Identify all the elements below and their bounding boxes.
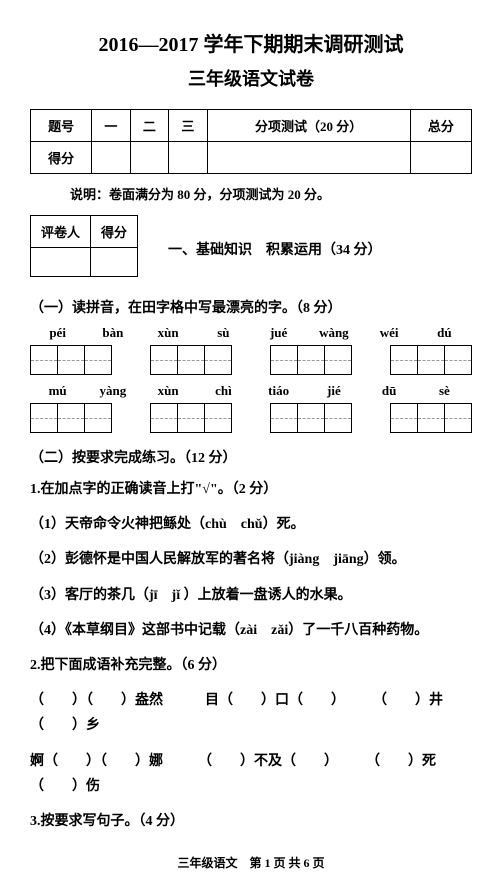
tian-box [270,345,352,375]
tian-row-2 [30,403,472,433]
py: jué [251,325,306,341]
cell [169,142,207,174]
cell [91,248,138,277]
py: dū [362,383,417,399]
i2-3: 3.按要求写句子。（4 分） [30,809,472,834]
grader-c2: 得分 [91,216,138,248]
py: yàng [85,383,140,399]
i2-1d: （4）《本草纲目》这部书中记载（zài zǎi）了一千八百种药物。 [30,618,472,643]
cell [130,142,168,174]
py: wéi [362,325,417,341]
i2-2a: （ ）（ ）盎然 目（ ）口（ ） （ ）井（ ）乡 [30,688,472,738]
page-footer: 三年级语文 第 1 页 共 6 页 [30,854,472,871]
py: sè [417,383,472,399]
py: jié [306,383,361,399]
main-title: 2016—2017 学年下期期末调研测试 [30,28,472,57]
grader-c1: 评卷人 [31,216,91,248]
py: sù [196,325,251,341]
q2: （二）按要求完成练习。（12 分） [30,447,472,467]
pinyin-row-2: mú yàng xùn chì tiáo jié dū sè [30,383,472,399]
row2-label: 得分 [31,142,92,174]
i2-1a: （1）天帝命令火神把鲧处（chù chǔ）死。 [30,512,472,537]
th-3: 三 [169,110,207,142]
tian-box [30,345,112,375]
cell [410,142,471,174]
th-2: 二 [130,110,168,142]
th-5: 总分 [410,110,471,142]
th-1: 一 [92,110,130,142]
cell [31,248,91,277]
py: dú [417,325,472,341]
cell [207,142,410,174]
tian-row-1 [30,345,472,375]
tian-box [150,345,232,375]
th-4: 分项测试（20 分） [207,110,410,142]
tian-box [150,403,232,433]
tian-box [270,403,352,433]
i2-2: 2.把下面成语补充完整。（6 分） [30,653,472,678]
i2-1: 1.在加点字的正确读音上打"√"。（2 分） [30,477,472,502]
i2-2b: 婀（ ）（ ）娜 （ ）不及（ ） （ ）死（ ）伤 [30,749,472,799]
section-1: 一、基础知识 积累运用（34 分） [168,239,382,259]
py: xùn [141,383,196,399]
grader-table: 评卷人 得分 [30,215,138,277]
py: wàng [306,325,361,341]
py: tiáo [251,383,306,399]
tian-box [30,403,112,433]
note: 说明：卷面满分为 80 分，分项测试为 20 分。 [70,184,472,203]
i2-1b: （2）彭德怀是中国人民解放军的著名将（jiàng jiāng）领。 [30,547,472,572]
sub-title: 三年级语文试卷 [30,65,472,91]
py: xùn [141,325,196,341]
q1: （一）读拼音，在田字格中写最漂亮的字。（8 分） [30,297,472,317]
tian-box [390,345,472,375]
th-0: 题号 [31,110,92,142]
py: mú [30,383,85,399]
py: chì [196,383,251,399]
cell [92,142,130,174]
score-table: 题号 一 二 三 分项测试（20 分） 总分 得分 [30,109,472,174]
py: péi [30,325,85,341]
pinyin-row-1: péi bàn xùn sù jué wàng wéi dú [30,325,472,341]
i2-1c: （3）客厅的茶几（jī jǐ ）上放着一盘诱人的水果。 [30,583,472,608]
py: bàn [85,325,140,341]
tian-box [390,403,472,433]
